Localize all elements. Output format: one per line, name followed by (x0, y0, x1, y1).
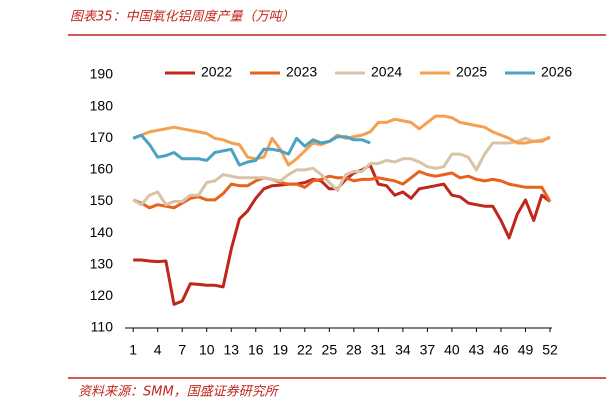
legend-label: 2024 (371, 64, 402, 80)
x-tick-label: 28 (346, 342, 362, 358)
x-tick-label: 22 (297, 342, 313, 358)
legend-label: 2026 (541, 64, 572, 80)
x-tick-label: 1 (129, 342, 137, 358)
y-tick-label: 180 (90, 97, 114, 113)
y-tick-label: 120 (90, 287, 114, 303)
legend-label: 2022 (201, 64, 232, 80)
x-tick-label: 52 (542, 342, 558, 358)
x-tick-label: 19 (272, 342, 288, 358)
chart-title: 图表35：中国氧化铝周度产量（万吨） (70, 9, 295, 25)
x-tick-label: 13 (223, 342, 239, 358)
x-tick-label: 37 (420, 342, 436, 358)
y-tick-label: 140 (90, 224, 114, 240)
y-tick-label: 170 (90, 129, 114, 145)
x-tick-label: 31 (371, 342, 387, 358)
series-line (132, 136, 551, 207)
x-tick-label: 49 (518, 342, 534, 358)
series-line (133, 163, 551, 306)
legend-label: 2023 (286, 64, 317, 80)
y-tick-label: 110 (91, 319, 114, 335)
y-tick-label: 150 (90, 192, 114, 208)
x-tick-label: 34 (395, 342, 411, 358)
x-tick-label: 7 (178, 342, 186, 358)
series-line (132, 133, 371, 167)
series-line (132, 170, 552, 210)
x-tick-label: 10 (199, 342, 215, 358)
y-tick-label: 160 (90, 161, 114, 177)
x-tick-label: 4 (154, 342, 162, 358)
x-tick-label: 40 (444, 342, 460, 358)
y-tick-label: 190 (90, 66, 114, 82)
legend-label: 2025 (456, 64, 487, 80)
x-tick-label: 16 (248, 342, 264, 358)
x-tick-label: 46 (493, 342, 509, 358)
y-tick-label: 130 (90, 255, 114, 271)
x-tick-label: 25 (322, 342, 338, 358)
x-tick-label: 43 (469, 342, 485, 358)
source: 资料来源：SMM，国盛证券研究所 (78, 384, 280, 400)
